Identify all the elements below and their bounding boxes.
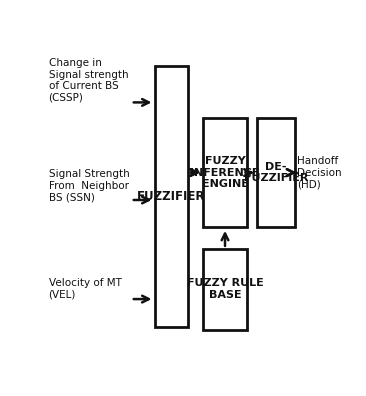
Text: FUZZIFIER: FUZZIFIER [137, 190, 206, 203]
Bar [257, 118, 295, 227]
Text: FUZZY RULE
BASE: FUZZY RULE BASE [187, 278, 264, 300]
Text: Change in
Signal strength
of Current BS
(CSSP): Change in Signal strength of Current BS … [49, 58, 128, 103]
Text: FUZZY
INFERENCE
ENGINE: FUZZY INFERENCE ENGINE [190, 156, 260, 189]
Text: Signal Strength
From  Neighbor
BS (SSN): Signal Strength From Neighbor BS (SSN) [49, 169, 129, 203]
Bar [203, 249, 247, 329]
Bar [155, 66, 188, 327]
Text: Velocity of MT
(VEL): Velocity of MT (VEL) [49, 278, 122, 299]
Text: Handoff
Decision
(HD): Handoff Decision (HD) [297, 156, 341, 189]
Bar [203, 118, 247, 227]
Text: DE-
FUZZIFIER: DE- FUZZIFIER [244, 162, 309, 183]
